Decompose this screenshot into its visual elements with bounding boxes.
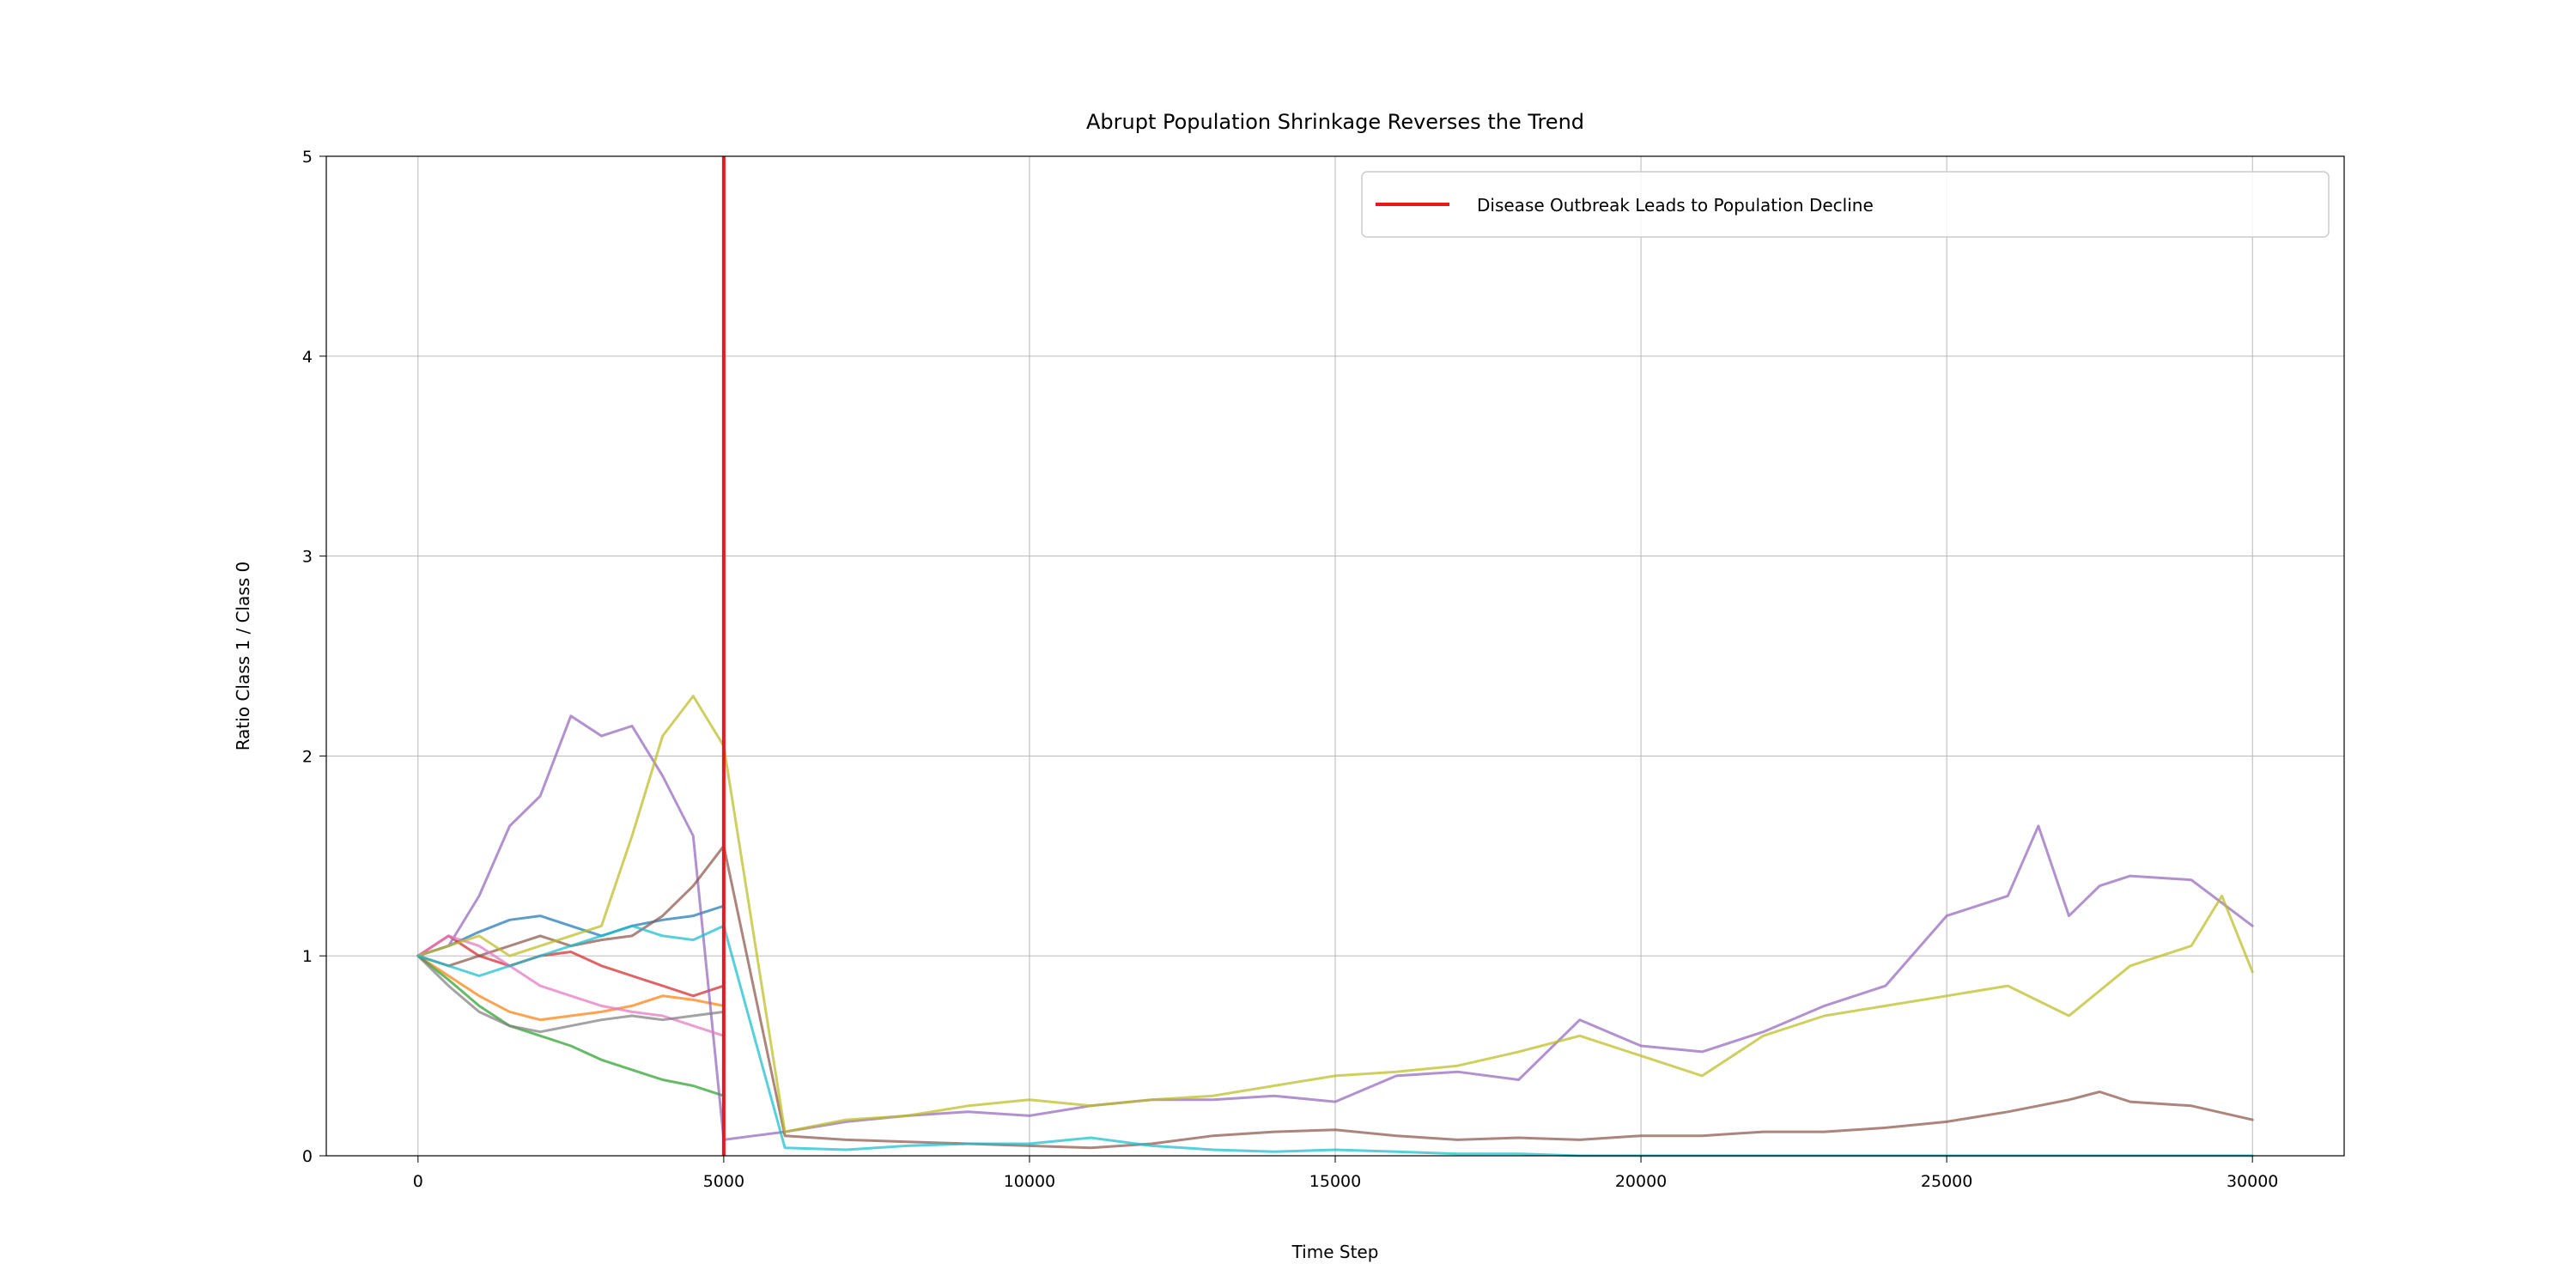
- x-tick-label: 15000: [1309, 1172, 1361, 1191]
- y-tick-label: 0: [302, 1147, 313, 1166]
- y-tick-label: 2: [302, 747, 313, 766]
- x-axis-label: Time Step: [1291, 1242, 1379, 1262]
- legend: Disease Outbreak Leads to Population Dec…: [1361, 171, 2330, 238]
- y-axis-label: Ratio Class 1 / Class 0: [233, 562, 253, 751]
- series-line-9: [416, 695, 2254, 1133]
- x-tick-label: 10000: [1004, 1172, 1055, 1191]
- tick-layer: 0 5000 10000 15000 20000 25000 30000 0 1 2 3 4 5: [302, 148, 2279, 1191]
- x-tick-label: 30000: [2227, 1172, 2278, 1191]
- y-tick-label: 1: [302, 947, 313, 966]
- series-line-5: [416, 714, 2254, 1141]
- x-tick-label: 0: [413, 1172, 423, 1191]
- x-tick-label: 20000: [1615, 1172, 1667, 1191]
- legend-box: [1361, 171, 2330, 238]
- legend-label: Disease Outbreak Leads to Population Dec…: [1477, 195, 1874, 216]
- series-line-6: [416, 844, 2254, 1150]
- series-line-8: [416, 954, 726, 1034]
- x-tick-label: 25000: [1921, 1172, 1972, 1191]
- y-tick-label: 4: [302, 348, 313, 367]
- chart-title: Abrupt Population Shrinkage Reverses the…: [1086, 110, 1584, 134]
- series-line-2: [416, 954, 726, 1022]
- y-tick-label: 3: [302, 548, 313, 567]
- x-tick-label: 5000: [703, 1172, 744, 1191]
- series-line-4: [416, 934, 726, 998]
- series-line-1: [416, 904, 726, 957]
- y-tick-label: 5: [302, 148, 313, 167]
- series-line-3: [416, 954, 726, 1097]
